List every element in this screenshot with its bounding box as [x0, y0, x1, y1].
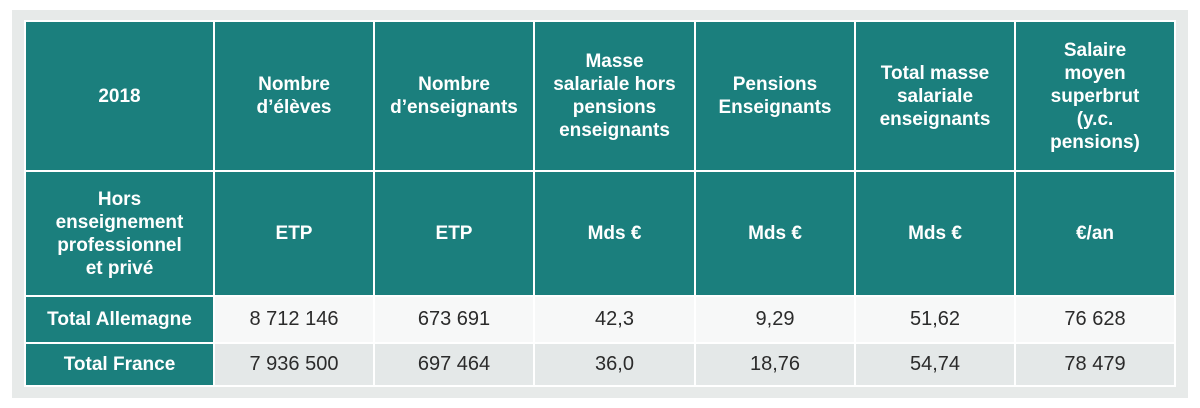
unit-avg-salary: €/an [1014, 170, 1176, 297]
units-row: Hors enseignement professionnel et privé… [24, 170, 1176, 297]
cell-teachers: 697 464 [373, 342, 535, 387]
unit-payroll: Mds € [533, 170, 696, 297]
header-pensions: Pensions Enseignants [694, 20, 856, 172]
cell-students: 8 712 146 [213, 295, 375, 344]
cell-total-payroll: 51,62 [854, 295, 1016, 344]
table-row: Total Allemagne 8 712 146 673 691 42,3 9… [24, 295, 1176, 344]
cell-teachers: 673 691 [373, 295, 535, 344]
cell-pensions: 9,29 [694, 295, 856, 344]
header-avg-salary: Salaire moyen superbrut (y.c. pensions) [1014, 20, 1176, 172]
header-payroll: Masse salariale hors pensions enseignant… [533, 20, 696, 172]
header-year: 2018 [24, 20, 215, 172]
unit-students: ETP [213, 170, 375, 297]
unit-teachers: ETP [373, 170, 535, 297]
unit-pensions: Mds € [694, 170, 856, 297]
cell-payroll: 36,0 [533, 342, 696, 387]
header-teachers: Nombre d’enseignants [373, 20, 535, 172]
header-total-payroll: Total masse salariale enseignants [854, 20, 1016, 172]
cell-avg-salary: 76 628 [1014, 295, 1176, 344]
header-students: Nombre d’élèves [213, 20, 375, 172]
table-row: Total France 7 936 500 697 464 36,0 18,7… [24, 342, 1176, 387]
comparison-table: 2018 Nombre d’élèves Nombre d’enseignant… [24, 20, 1176, 387]
cell-avg-salary: 78 479 [1014, 342, 1176, 387]
header-row: 2018 Nombre d’élèves Nombre d’enseignant… [24, 20, 1176, 172]
cell-pensions: 18,76 [694, 342, 856, 387]
cell-payroll: 42,3 [533, 295, 696, 344]
cell-total-payroll: 54,74 [854, 342, 1016, 387]
row-label: Total France [24, 342, 215, 387]
cell-students: 7 936 500 [213, 342, 375, 387]
row-label: Total Allemagne [24, 295, 215, 344]
units-scope: Hors enseignement professionnel et privé [24, 170, 215, 297]
unit-total-payroll: Mds € [854, 170, 1016, 297]
